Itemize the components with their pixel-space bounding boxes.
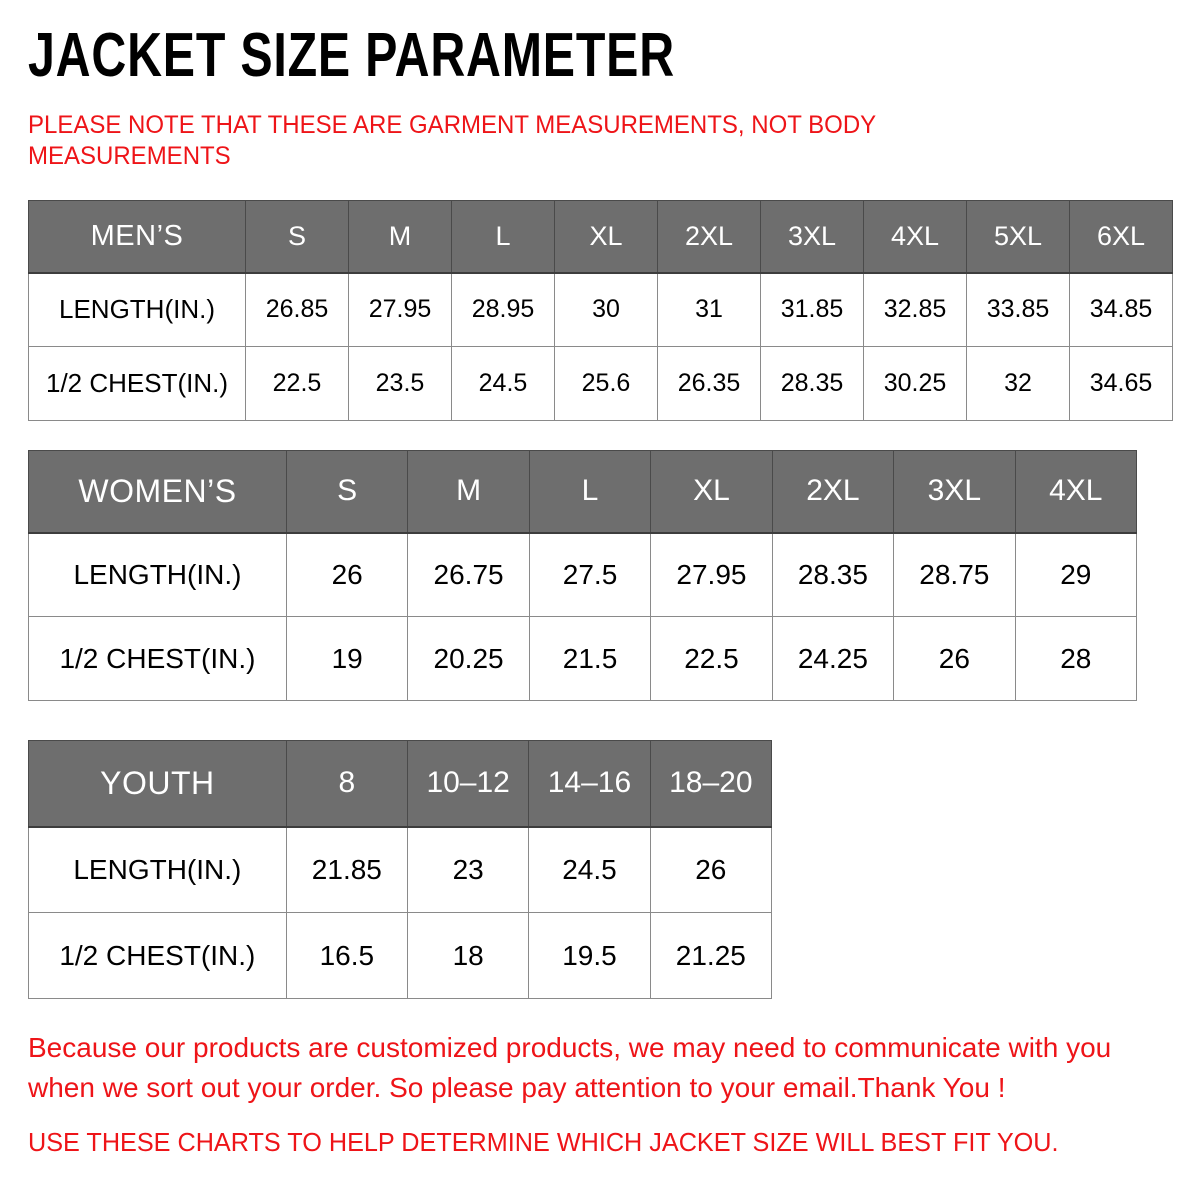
table-cell: 25.6 <box>554 346 658 421</box>
table-header-size: 4XL <box>1014 450 1138 533</box>
table-cell: 26 <box>285 532 409 617</box>
table-cell: 20.25 <box>407 616 530 701</box>
table-cell: 23.5 <box>348 346 452 421</box>
table-cell: 34.85 <box>1069 272 1173 347</box>
table-header-size: 14–16 <box>528 740 651 827</box>
table-cell: 23 <box>406 826 530 913</box>
page-title: JACKET SIZE PARAMETER <box>28 21 675 90</box>
table-header-size: 18–20 <box>649 740 773 827</box>
table-cell: 27.95 <box>348 272 452 347</box>
womens-size-table: WOMEN’S S M L XL 2XL 3XL 4XL LENGTH(IN.)… <box>28 450 1138 701</box>
table-cell: 28.75 <box>893 532 1016 617</box>
table-row: 1/2 CHEST(IN.) 19 20.25 21.5 22.5 24.25 … <box>28 616 1138 701</box>
table-cell: 34.65 <box>1069 346 1173 421</box>
table-header-row: WOMEN’S S M L XL 2XL 3XL 4XL <box>28 450 1138 533</box>
row-label: 1/2 CHEST(IN.) <box>28 912 287 999</box>
table-cell: 26 <box>893 616 1016 701</box>
table-cell: 27.95 <box>650 532 773 617</box>
table-cell: 26.75 <box>407 532 530 617</box>
table-row: LENGTH(IN.) 21.85 23 24.5 26 <box>28 826 773 913</box>
table-header-size: M <box>407 450 530 533</box>
garment-measurement-note: PLEASE NOTE THAT THESE ARE GARMENT MEASU… <box>28 111 876 170</box>
table-cell: 26.35 <box>657 346 761 421</box>
table-header-size: 10–12 <box>406 740 530 827</box>
table-header-size: S <box>245 200 349 273</box>
row-label: LENGTH(IN.) <box>28 826 287 913</box>
table-cell: 21.5 <box>528 616 652 701</box>
table-cell: 29 <box>1014 532 1138 617</box>
table-row: LENGTH(IN.) 26 26.75 27.5 27.95 28.35 28… <box>28 532 1138 617</box>
table-cell: 32 <box>966 346 1070 421</box>
table-header-category: WOMEN’S <box>28 450 287 533</box>
table-header-size: XL <box>650 450 773 533</box>
table-cell: 31 <box>657 272 761 347</box>
table-cell: 24.25 <box>771 616 895 701</box>
table-header-row: YOUTH 8 10–12 14–16 18–20 <box>28 740 773 827</box>
table-cell: 18 <box>406 912 530 999</box>
table-cell: 27.5 <box>528 532 652 617</box>
mens-size-table: MEN’S S M L XL 2XL 3XL 4XL 5XL 6XL LENGT… <box>28 200 1173 421</box>
youth-size-table: YOUTH 8 10–12 14–16 18–20 LENGTH(IN.) 21… <box>28 740 773 999</box>
table-row: 1/2 CHEST(IN.) 16.5 18 19.5 21.25 <box>28 912 773 999</box>
table-header-row: MEN’S S M L XL 2XL 3XL 4XL 5XL 6XL <box>28 200 1173 273</box>
table-cell: 31.85 <box>760 272 864 347</box>
table-cell: 21.25 <box>649 912 773 999</box>
table-header-size: XL <box>554 200 658 273</box>
table-header-size: 2XL <box>771 450 895 533</box>
table-cell: 30.25 <box>863 346 967 421</box>
table-cell: 24.5 <box>451 346 555 421</box>
table-header-size: L <box>451 200 555 273</box>
table-header-size: 2XL <box>657 200 761 273</box>
table-row: LENGTH(IN.) 26.85 27.95 28.95 30 31 31.8… <box>28 272 1173 347</box>
table-row: 1/2 CHEST(IN.) 22.5 23.5 24.5 25.6 26.35… <box>28 346 1173 421</box>
table-header-size: 3XL <box>760 200 864 273</box>
table-cell: 28.35 <box>760 346 864 421</box>
row-label: 1/2 CHEST(IN.) <box>28 616 287 701</box>
table-cell: 32.85 <box>863 272 967 347</box>
table-cell: 19 <box>285 616 409 701</box>
table-cell: 28 <box>1014 616 1138 701</box>
table-header-size: L <box>528 450 652 533</box>
table-cell: 22.5 <box>650 616 773 701</box>
table-header-size: 5XL <box>966 200 1070 273</box>
table-cell: 22.5 <box>245 346 349 421</box>
table-header-category: YOUTH <box>28 740 287 827</box>
table-cell: 16.5 <box>285 912 409 999</box>
table-cell: 21.85 <box>285 826 409 913</box>
table-header-category: MEN’S <box>28 200 246 273</box>
table-header-size: 3XL <box>893 450 1016 533</box>
row-label: LENGTH(IN.) <box>28 272 246 347</box>
table-header-size: M <box>348 200 452 273</box>
row-label: LENGTH(IN.) <box>28 532 287 617</box>
table-header-size: 6XL <box>1069 200 1173 273</box>
table-header-size: 8 <box>285 740 409 827</box>
table-header-size: S <box>285 450 409 533</box>
customized-products-note: Because our products are customized prod… <box>28 1032 1112 1103</box>
row-label: 1/2 CHEST(IN.) <box>28 346 246 421</box>
table-cell: 28.95 <box>451 272 555 347</box>
table-cell: 26 <box>649 826 773 913</box>
table-cell: 24.5 <box>528 826 651 913</box>
table-cell: 30 <box>554 272 658 347</box>
table-cell: 28.35 <box>771 532 895 617</box>
use-charts-note: USE THESE CHARTS TO HELP DETERMINE WHICH… <box>28 1127 1059 1157</box>
table-cell: 26.85 <box>245 272 349 347</box>
table-cell: 33.85 <box>966 272 1070 347</box>
table-header-size: 4XL <box>863 200 967 273</box>
table-cell: 19.5 <box>528 912 651 999</box>
